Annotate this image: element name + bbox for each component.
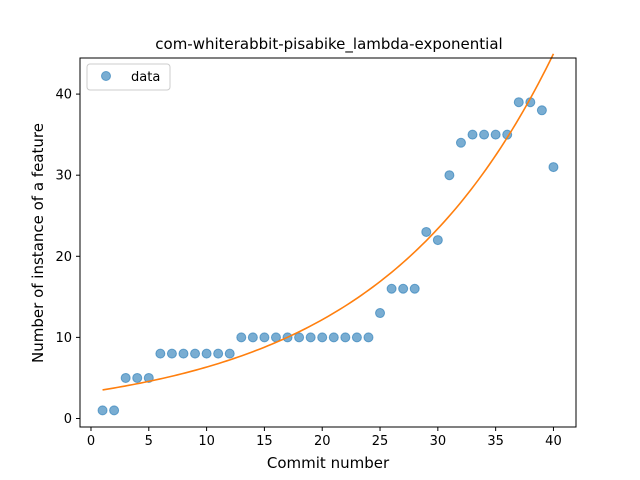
data-point: [363, 332, 374, 343]
data-point: [467, 129, 478, 140]
data-point: [536, 105, 547, 116]
data-point: [190, 348, 201, 359]
fit-line: [102, 53, 555, 391]
x-tick-label: 0: [87, 434, 95, 449]
data-point: [386, 283, 397, 294]
data-point: [409, 283, 420, 294]
x-tick-label: 25: [372, 434, 389, 449]
data-point: [213, 348, 224, 359]
data-point: [328, 332, 339, 343]
data-point: [166, 348, 177, 359]
data-point: [340, 332, 351, 343]
data-point: [490, 129, 501, 140]
data-point: [247, 332, 258, 343]
y-axis-label: Number of instance of a feature: [29, 123, 47, 363]
legend-label-data: data: [131, 70, 160, 85]
legend-marker-data: [101, 71, 111, 81]
data-point: [375, 308, 386, 319]
data-point: [97, 405, 108, 416]
data-point: [421, 226, 432, 237]
data-point: [120, 372, 131, 383]
data-point: [294, 332, 305, 343]
y-tick-label: 40: [55, 88, 72, 103]
legend-frame: [86, 63, 171, 91]
x-tick-label: 10: [198, 434, 215, 449]
x-tick-label: 15: [256, 434, 273, 449]
y-tick-label: 20: [55, 250, 72, 265]
data-point: [224, 348, 235, 359]
data-point: [317, 332, 328, 343]
data-point: [259, 332, 270, 343]
data-point: [201, 348, 212, 359]
x-tick-label: 40: [545, 434, 562, 449]
y-tick-label: 30: [55, 169, 72, 184]
x-axis-label: Commit number: [267, 454, 390, 472]
data-point: [479, 129, 490, 140]
x-tick-label: 35: [487, 434, 504, 449]
data-point: [305, 332, 316, 343]
x-tick-label: 20: [314, 434, 331, 449]
y-tick-label: 10: [55, 331, 72, 346]
data-point: [236, 332, 247, 343]
x-tick-label: 30: [430, 434, 447, 449]
data-point: [455, 137, 466, 148]
x-tick-label: 5: [145, 434, 153, 449]
data-point: [398, 283, 409, 294]
y-tick-label: 0: [64, 412, 72, 427]
axes-frame: [79, 57, 577, 428]
data-point: [444, 170, 455, 181]
data-point: [109, 405, 120, 416]
plot-area: 0 5 10 15 20 25 30 35 40 0 10 20 30 40: [55, 53, 577, 449]
data-point: [155, 348, 166, 359]
data-point: [351, 332, 362, 343]
data-point: [432, 235, 443, 246]
data-point: [132, 372, 143, 383]
legend: data: [86, 63, 171, 91]
data-point: [513, 97, 524, 108]
data-point: [502, 129, 513, 140]
data-point: [548, 162, 559, 173]
data-point: [178, 348, 189, 359]
chart-title: com-whiterabbit-pisabike_lambda-exponent…: [155, 35, 502, 54]
